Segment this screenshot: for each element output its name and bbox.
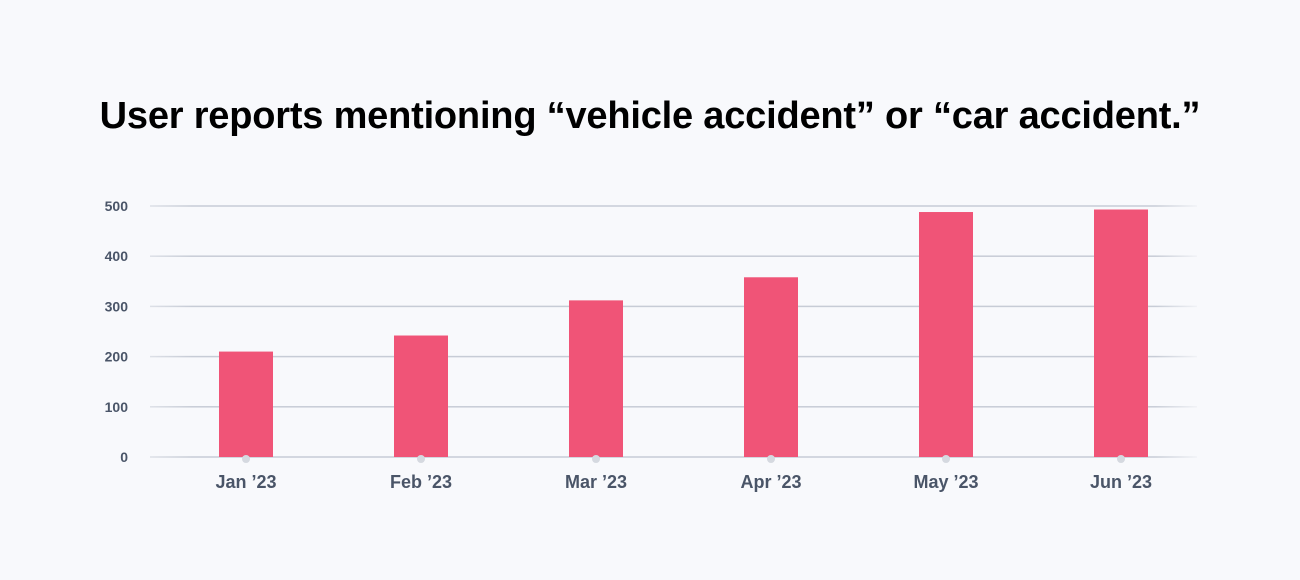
y-axis-ticks: 0 100 200 300 400 500 [105,198,129,465]
gridline [150,355,1197,358]
y-tick-label: 0 [120,449,128,465]
gridline [150,255,1197,257]
bar[interactable] [744,277,798,457]
x-tick-label: Mar ’23 [565,472,627,492]
x-axis-ticks: Jan ’23 Feb ’23 Mar ’23 Apr ’23 May ’23 Jun ’… [215,455,1152,492]
x-tick-marker [942,455,950,463]
x-tick-marker [767,455,775,463]
x-tick-marker [1117,455,1125,463]
gridline [150,406,1197,408]
bar[interactable] [1094,209,1148,457]
x-tick-marker [417,455,425,463]
y-tick-label: 300 [105,298,129,314]
x-tick-marker [242,455,250,463]
x-tick-label: Apr ’23 [740,472,801,492]
y-tick-label: 400 [105,248,129,264]
bar[interactable] [919,212,973,457]
bar[interactable] [219,351,273,457]
grid-lines [150,205,1197,458]
gridline [150,305,1197,308]
x-tick-marker [592,455,600,463]
chart-title: User reports mentioning “vehicle acciden… [99,95,1201,137]
bar[interactable] [569,300,623,457]
y-tick-label: 200 [105,349,129,365]
gridline [150,205,1197,207]
x-tick-label: Jan ’23 [215,472,276,492]
x-tick-label: May ’23 [913,472,978,492]
bar[interactable] [394,335,448,457]
bars [219,209,1148,457]
x-tick-label: Jun ’23 [1090,472,1152,492]
y-tick-label: 100 [105,399,129,415]
y-tick-label: 500 [105,198,129,214]
x-tick-label: Feb ’23 [390,472,452,492]
gridline [150,456,1197,458]
